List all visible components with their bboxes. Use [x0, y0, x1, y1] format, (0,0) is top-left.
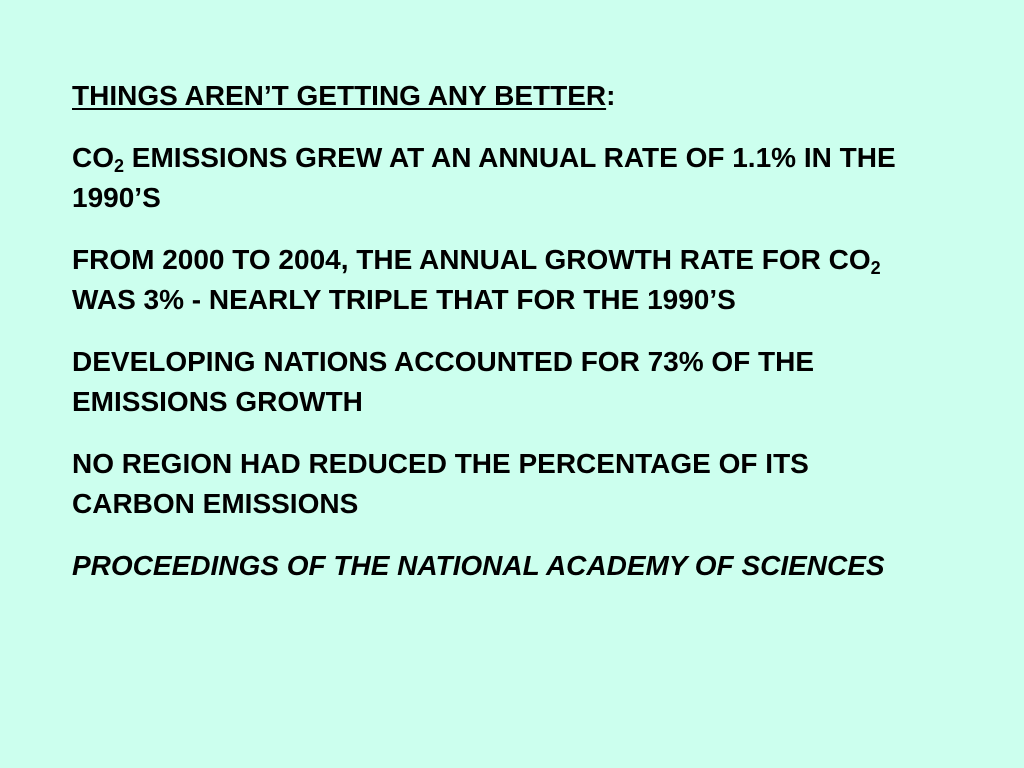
paragraph: NO REGION HAD REDUCED THE PERCENTAGE OF … [72, 444, 937, 524]
paragraph-text: FROM 2000 TO 2004, THE ANNUAL GROWTH RAT… [72, 244, 871, 275]
paragraphs: CO2 EMISSIONS GREW AT AN ANNUAL RATE OF … [72, 138, 937, 524]
paragraph-text: EMISSIONS GREW AT AN ANNUAL RATE OF 1.1%… [72, 142, 896, 213]
paragraph: CO2 EMISSIONS GREW AT AN ANNUAL RATE OF … [72, 138, 937, 218]
paragraph-text: DEVELOPING NATIONS ACCOUNTED FOR 73% OF … [72, 346, 815, 417]
paragraph-text: WAS 3% - NEARLY TRIPLE THAT FOR THE 1990… [72, 284, 736, 315]
heading: THINGS AREN’T GETTING ANY BETTER: [72, 76, 937, 116]
paragraph: DEVELOPING NATIONS ACCOUNTED FOR 73% OF … [72, 342, 937, 422]
heading-suffix: : [606, 80, 616, 111]
subscript: 2 [114, 156, 125, 176]
heading-text: THINGS AREN’T GETTING ANY BETTER [72, 80, 607, 111]
subscript: 2 [870, 258, 881, 278]
paragraph-text: CO [72, 142, 114, 173]
paragraph: FROM 2000 TO 2004, THE ANNUAL GROWTH RAT… [72, 240, 937, 320]
source: PROCEEDINGS OF THE NATIONAL ACADEMY OF S… [72, 550, 885, 581]
paragraph-text: NO REGION HAD REDUCED THE PERCENTAGE OF … [72, 448, 809, 519]
slide: THINGS AREN’T GETTING ANY BETTER: CO2 EM… [72, 76, 937, 608]
